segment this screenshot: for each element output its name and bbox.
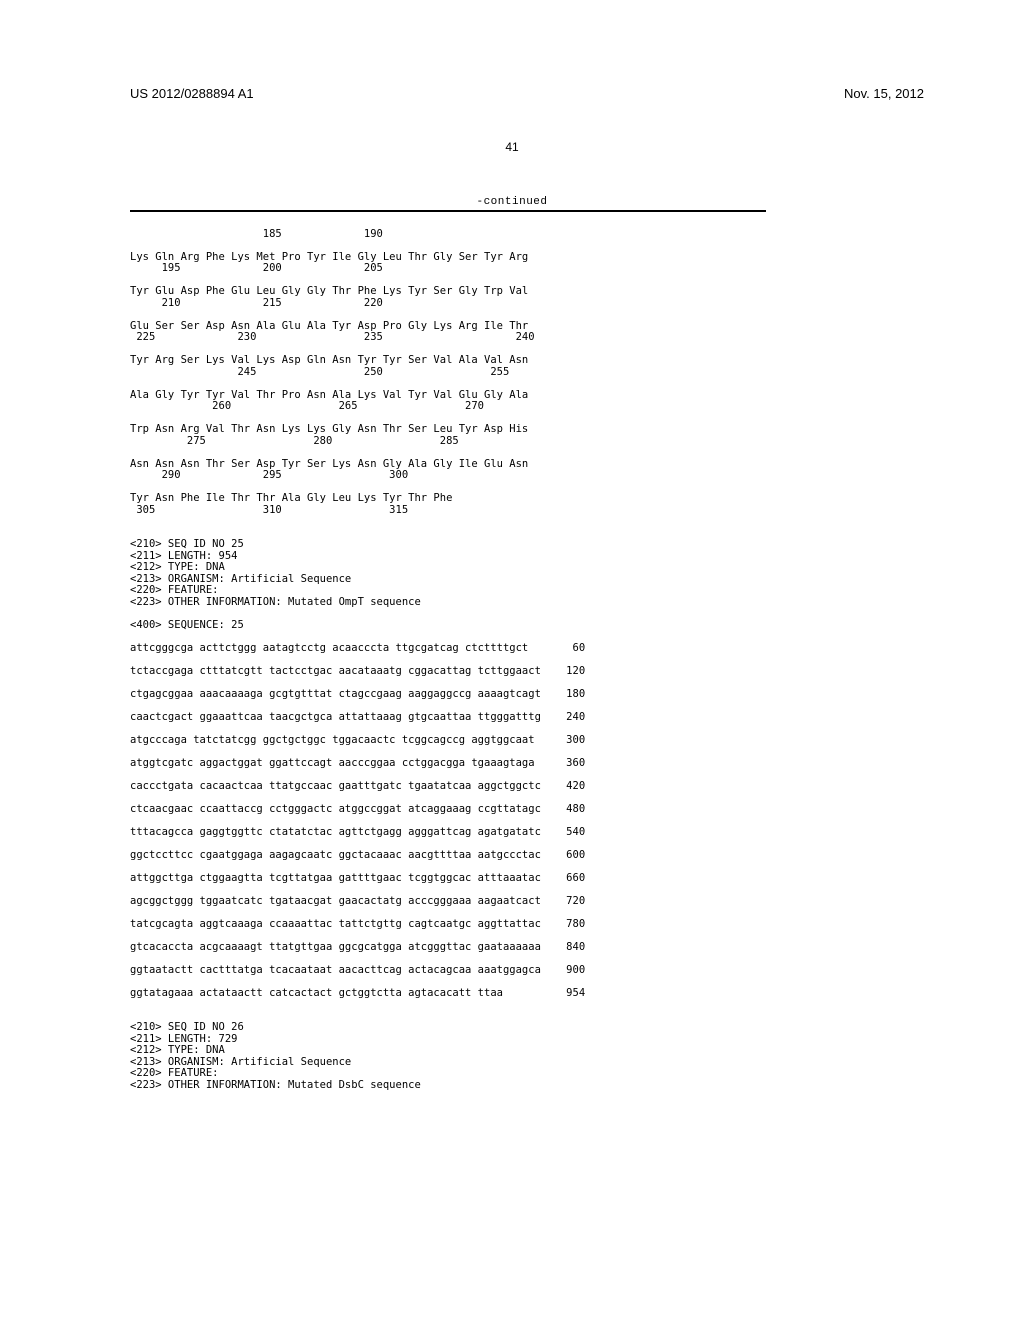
doc-date: Nov. 15, 2012 bbox=[844, 86, 924, 101]
doc-id: US 2012/0288894 A1 bbox=[130, 86, 254, 101]
patent-page: US 2012/0288894 A1 Nov. 15, 2012 41 -con… bbox=[0, 0, 1024, 1320]
top-rule bbox=[130, 210, 766, 212]
page-number: 41 bbox=[0, 140, 1024, 154]
continued-label: -continued bbox=[0, 196, 1024, 208]
sequence-listing: 185 190 Lys Gln Arg Phe Lys Met Pro Tyr … bbox=[130, 229, 585, 1092]
